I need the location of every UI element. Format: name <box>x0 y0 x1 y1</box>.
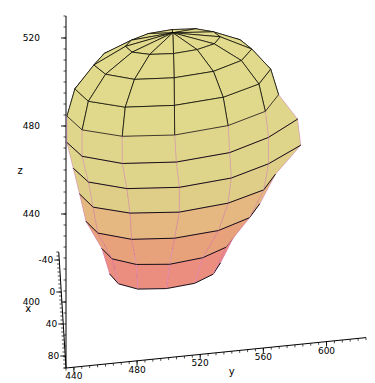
svg-text:440: 440 <box>65 371 82 381</box>
svg-text:520: 520 <box>192 358 209 368</box>
svg-text:440: 440 <box>23 209 40 219</box>
svg-text:x: x <box>25 303 31 314</box>
svg-text:y: y <box>229 366 235 377</box>
svg-text:0: 0 <box>50 287 56 297</box>
svg-text:80: 80 <box>48 351 60 361</box>
svg-text:520: 520 <box>23 33 40 43</box>
svg-text:480: 480 <box>23 121 40 131</box>
svg-text:z: z <box>17 165 22 176</box>
svg-text:400: 400 <box>22 297 40 307</box>
svg-text:480: 480 <box>128 365 145 375</box>
svg-text:-40: -40 <box>39 255 54 265</box>
svg-text:560: 560 <box>255 352 272 362</box>
svg-text:40: 40 <box>46 319 58 329</box>
svg-text:600: 600 <box>318 346 335 356</box>
